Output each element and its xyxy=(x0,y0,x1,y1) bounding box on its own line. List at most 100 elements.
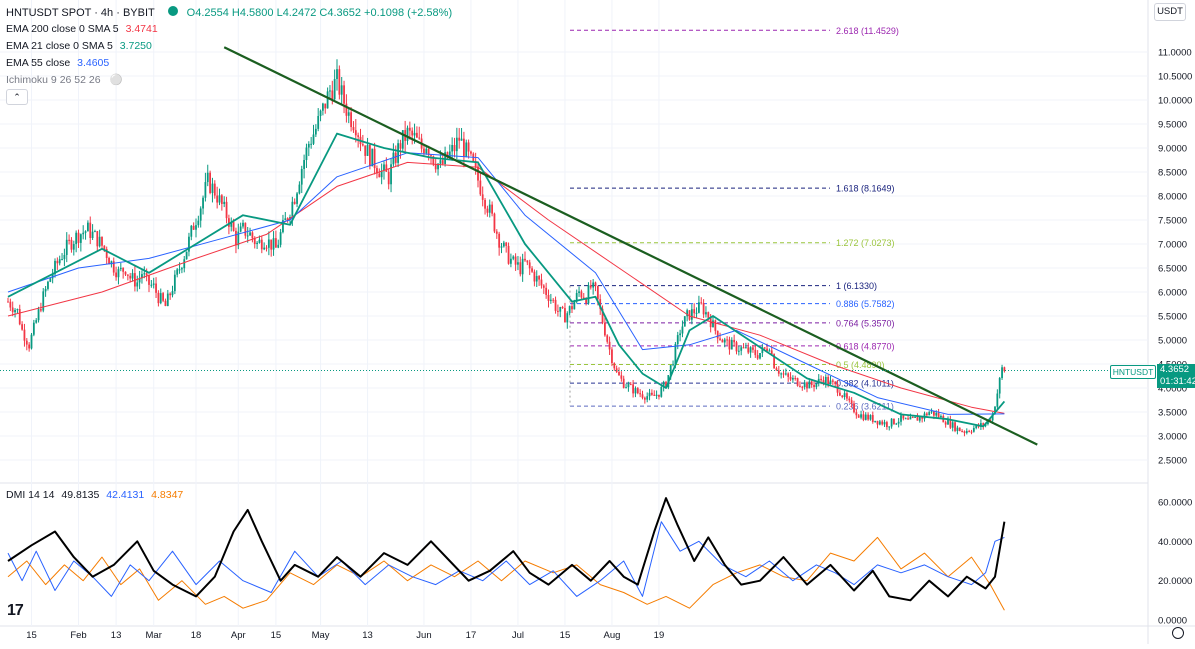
candle-body xyxy=(1003,367,1006,372)
candle-body xyxy=(641,394,644,398)
candle-body xyxy=(989,419,992,421)
candle-body xyxy=(232,222,235,231)
candle-body xyxy=(526,260,529,263)
candle-body xyxy=(535,276,538,282)
candle-body xyxy=(963,431,966,433)
indicator-ichimoku[interactable]: Ichimoku 9 26 52 26 ⚪ xyxy=(6,73,123,86)
candle-body xyxy=(58,259,61,264)
candle-body xyxy=(413,132,416,136)
candle-body xyxy=(380,170,383,178)
candle-body xyxy=(930,411,933,413)
y-tick-label: 10.0000 xyxy=(1158,96,1192,107)
candle-body xyxy=(364,145,367,156)
candle-body xyxy=(775,368,778,371)
candle-body xyxy=(392,152,395,165)
collapse-indicators-button[interactable]: ⌃ xyxy=(6,89,28,105)
candle-body xyxy=(166,293,169,307)
candle-body xyxy=(949,419,952,428)
indicator-ema200[interactable]: EMA 200 close 0 SMA 5 3.4741 xyxy=(6,23,158,35)
candle-body xyxy=(660,387,663,397)
candle-body xyxy=(430,155,432,157)
candle-body xyxy=(723,339,726,343)
dmi-header[interactable]: DMI 14 14 49.8135 42.4131 4.8347 xyxy=(6,489,183,501)
candle-body xyxy=(803,382,806,388)
candle-body xyxy=(505,242,508,246)
candle-body xyxy=(587,285,590,304)
tradingview-logo-icon[interactable]: 17 xyxy=(7,602,24,619)
settings-icon[interactable] xyxy=(1172,627,1184,639)
candle-body xyxy=(192,225,195,230)
candle-body xyxy=(44,288,47,292)
candle-body xyxy=(940,416,942,418)
candle-body xyxy=(933,411,935,416)
candle-body xyxy=(831,380,834,382)
candle-body xyxy=(686,310,689,317)
candle-body xyxy=(282,220,284,233)
candle-body xyxy=(956,427,959,432)
candle-body xyxy=(108,258,110,265)
candle-body xyxy=(514,256,517,265)
candle-body xyxy=(730,339,733,350)
candle-body xyxy=(366,144,369,156)
candle-body xyxy=(794,377,797,379)
candle-body xyxy=(387,171,390,185)
candle-body xyxy=(521,258,524,275)
candle-body xyxy=(909,417,912,420)
candle-body xyxy=(918,416,921,421)
candle-body xyxy=(580,291,583,298)
indicator-ema21[interactable]: EMA 21 close 0 SMA 5 3.7250 xyxy=(6,40,152,52)
candle-body xyxy=(495,231,498,234)
y-tick-label: 8.0000 xyxy=(1158,192,1187,203)
candle-body xyxy=(806,382,808,389)
candle-body xyxy=(206,172,209,183)
candle-body xyxy=(564,308,566,323)
candle-body xyxy=(864,414,867,420)
candle-body xyxy=(484,199,486,209)
candle-body xyxy=(625,387,627,389)
candle-body xyxy=(712,320,714,328)
candle-body xyxy=(21,324,23,330)
candle-body xyxy=(862,414,865,420)
candle-body xyxy=(639,393,642,395)
candle-body xyxy=(310,143,313,145)
currency-selector[interactable]: USDT xyxy=(1154,3,1186,21)
candle-body xyxy=(300,169,303,185)
candle-body xyxy=(267,239,270,248)
y-tick-label: 3.5000 xyxy=(1158,408,1187,419)
symbol-title[interactable]: HNTUSDT SPOT · 4h · BYBIT xyxy=(6,7,155,19)
candle-body xyxy=(65,239,68,255)
candle-body xyxy=(954,422,956,432)
indicator-value: 3.4605 xyxy=(77,57,110,69)
indicator-ema55[interactable]: EMA 55 close 3.4605 xyxy=(6,57,109,69)
candle-body xyxy=(423,148,425,154)
candle-body xyxy=(406,127,409,141)
candle-body xyxy=(770,350,773,355)
candle-body xyxy=(871,415,874,422)
candle-body xyxy=(336,69,338,80)
candle-body xyxy=(789,376,792,380)
y-tick-label: 3.0000 xyxy=(1158,432,1187,443)
candles xyxy=(7,59,1006,437)
candle-body xyxy=(878,421,881,425)
candle-body xyxy=(96,231,99,247)
candle-body xyxy=(749,347,752,353)
candle-body xyxy=(726,339,728,341)
candle-body xyxy=(719,338,721,340)
candle-body xyxy=(209,172,211,193)
candle-body xyxy=(728,339,731,350)
candle-body xyxy=(538,276,540,280)
eye-off-icon[interactable]: ⚪ xyxy=(109,74,123,86)
candle-body xyxy=(411,130,414,136)
candle-body xyxy=(947,419,949,425)
candle-body xyxy=(230,222,233,227)
candle-body xyxy=(822,380,825,384)
candle-body xyxy=(369,144,371,167)
candle-body xyxy=(455,137,458,152)
candle-body xyxy=(397,143,399,163)
candle-body xyxy=(958,427,961,432)
candle-body xyxy=(662,381,665,388)
candle-body xyxy=(451,145,454,152)
candle-body xyxy=(25,340,28,345)
candle-body xyxy=(441,160,444,164)
